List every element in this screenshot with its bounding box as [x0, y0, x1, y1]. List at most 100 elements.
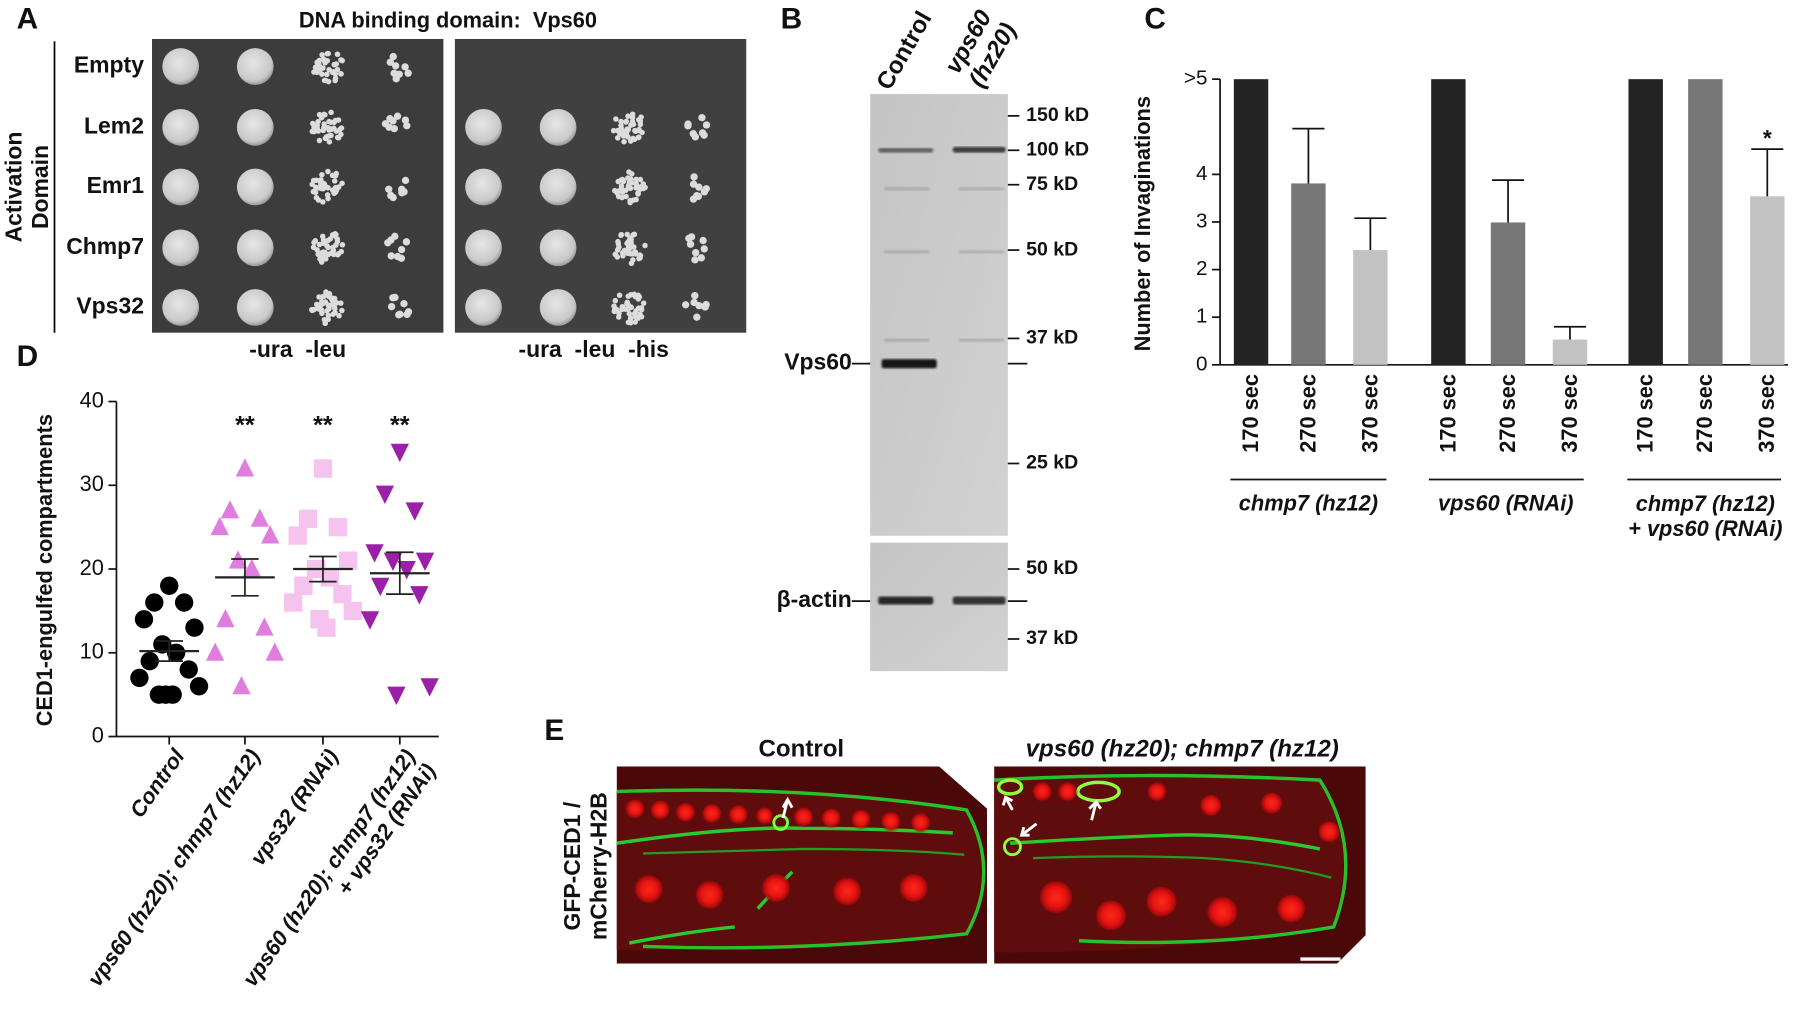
- point: [242, 558, 261, 578]
- colony: [309, 306, 315, 313]
- colony: [311, 124, 317, 131]
- point: [294, 576, 313, 595]
- colony: [328, 109, 334, 116]
- colony: [403, 122, 411, 130]
- colony: [393, 112, 402, 120]
- bar: [1688, 79, 1723, 365]
- point: [390, 443, 409, 463]
- colony: [642, 184, 648, 191]
- colony: [325, 168, 331, 175]
- colony: [618, 118, 624, 125]
- colony: [621, 247, 628, 254]
- colony: [402, 238, 411, 246]
- x-tick-label: 270 sec: [1295, 374, 1320, 453]
- sem-bar: [386, 551, 414, 596]
- colony: [392, 75, 400, 83]
- colony: [336, 312, 342, 319]
- point: [255, 617, 274, 636]
- marker-label: 75 kD: [1026, 173, 1078, 195]
- group-label: chmp7 (hz12): [1239, 491, 1378, 516]
- point: [160, 576, 179, 595]
- colony: [626, 310, 633, 317]
- colony: [331, 178, 338, 184]
- colony: [690, 298, 698, 307]
- colony: [686, 240, 695, 248]
- point: [283, 593, 303, 612]
- colony: [615, 238, 621, 245]
- colony-spot: [465, 289, 502, 326]
- image-title: vps60 (hz20); chmp7 (hz12): [1026, 736, 1339, 763]
- colony: [628, 292, 634, 298]
- colony: [315, 251, 321, 258]
- point: [410, 586, 429, 605]
- marker-label: 37 kD: [1026, 627, 1078, 649]
- colony: [616, 244, 622, 250]
- colony: [323, 289, 329, 295]
- x-tick-label: 170 sec: [1633, 374, 1658, 453]
- band: [883, 186, 930, 191]
- band: [883, 250, 930, 254]
- colony-spot: [465, 168, 502, 206]
- colony: [623, 118, 630, 125]
- colony: [324, 57, 331, 64]
- colony: [320, 65, 326, 71]
- colony: [635, 190, 642, 196]
- point: [288, 526, 307, 545]
- colony-spot: [539, 289, 577, 326]
- colony: [699, 236, 707, 245]
- band-label: Vps60: [784, 349, 852, 375]
- point: [250, 508, 270, 527]
- point: [360, 611, 380, 630]
- colony: [627, 316, 634, 322]
- colony: [693, 313, 701, 321]
- marker-label: 50 kD: [1026, 238, 1078, 260]
- colony: [315, 197, 322, 203]
- colony: [687, 233, 696, 241]
- image-title: Control: [759, 736, 845, 763]
- colony: [633, 180, 639, 187]
- point: [328, 517, 348, 537]
- colony: [325, 244, 331, 251]
- point: [298, 509, 318, 528]
- colony: [396, 310, 404, 318]
- y-tick-label: 0: [92, 722, 104, 747]
- colony-spot: [236, 289, 274, 326]
- colony: [619, 306, 625, 313]
- colony: [311, 239, 317, 246]
- colony: [319, 180, 326, 187]
- x-tick-label: 170 sec: [1435, 374, 1460, 453]
- point: [145, 593, 164, 612]
- x-tick-label: 170 sec: [1238, 374, 1263, 453]
- colony: [322, 320, 328, 327]
- error-bar: [1491, 179, 1525, 223]
- colony: [629, 251, 636, 257]
- x-tick-label: Control: [125, 744, 190, 823]
- colony: [626, 169, 632, 175]
- colony: [693, 192, 701, 200]
- colony: [401, 63, 409, 71]
- micrograph-control: [616, 766, 988, 964]
- colony: [702, 121, 711, 129]
- y-tick-label: 30: [80, 471, 104, 496]
- colony-cluster: [386, 52, 412, 83]
- point: [383, 552, 403, 571]
- y-tick-label: 10: [80, 639, 104, 664]
- colony: [384, 239, 392, 247]
- colony: [387, 191, 395, 200]
- colony: [681, 301, 690, 309]
- colony: [339, 307, 345, 314]
- colony-cluster: [612, 231, 648, 267]
- colony: [619, 176, 626, 183]
- colony: [689, 129, 697, 138]
- colony: [313, 301, 320, 308]
- error-bar: [1553, 325, 1587, 340]
- x-tick-label: 370 sec: [1754, 374, 1779, 453]
- colony: [386, 58, 394, 66]
- band: [952, 146, 1006, 153]
- colony: [637, 252, 644, 259]
- colony: [315, 128, 322, 134]
- colony: [698, 114, 706, 122]
- colony-cluster: [311, 50, 345, 85]
- colony: [625, 302, 632, 308]
- colony: [318, 307, 324, 313]
